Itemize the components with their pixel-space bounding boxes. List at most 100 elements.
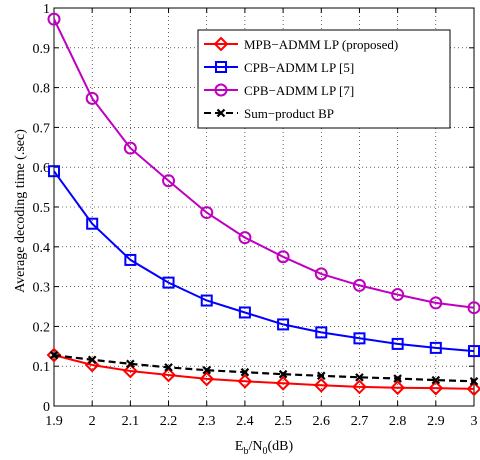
legend-box <box>197 29 451 129</box>
data-point <box>237 373 253 389</box>
x-tick-label: 1.9 <box>45 414 63 429</box>
data-point <box>277 318 290 331</box>
data-point <box>352 379 367 395</box>
data-point <box>238 306 251 319</box>
y-tick-label: 0.5 <box>33 201 51 216</box>
y-tick-label: 0.2 <box>33 320 51 335</box>
data-point <box>466 381 480 397</box>
series-1 <box>46 347 480 397</box>
y-tick-label: 0.1 <box>33 360 51 375</box>
y-axis-label: Average decoding time (.sec) <box>13 129 28 293</box>
legend-label: MPB−ADMM LP (proposed) <box>244 37 398 52</box>
data-point <box>161 367 176 383</box>
data-point <box>48 165 60 178</box>
data-point <box>49 350 59 360</box>
y-tick-label: 1 <box>43 2 50 17</box>
data-point <box>391 288 405 302</box>
data-point <box>240 367 250 377</box>
x-axis-label: Eb/N0(dB) <box>235 439 294 457</box>
x-tick-label: 2.5 <box>274 414 292 429</box>
data-point <box>313 377 329 393</box>
legend-marker <box>216 108 226 118</box>
series-3 <box>47 12 480 315</box>
legend-item: MPB−ADMM LP (proposed) <box>204 36 398 52</box>
data-point <box>86 217 99 230</box>
data-point <box>202 365 212 375</box>
data-point <box>200 294 213 307</box>
data-point <box>355 373 364 382</box>
x-tick-label: 2.6 <box>313 414 331 429</box>
y-tick-label: 0.8 <box>33 82 51 97</box>
x-tick-label: 2.1 <box>122 414 140 429</box>
data-point <box>124 253 137 266</box>
x-tick-label: 2.4 <box>236 414 254 429</box>
x-tick-label: 2.8 <box>389 414 407 429</box>
series-line <box>53 354 475 383</box>
data-point <box>276 250 290 264</box>
legend-label: CPB−ADMM LP [5] <box>244 60 354 75</box>
data-point <box>468 345 480 358</box>
data-point <box>278 369 288 379</box>
legend-label: Sum−product BP <box>244 106 334 121</box>
series-line <box>53 170 475 353</box>
legend-marker <box>213 36 229 52</box>
data-point <box>200 206 214 220</box>
x-tick-label: 2.7 <box>351 414 369 429</box>
x-tick-label: 2 <box>89 414 96 429</box>
data-point <box>469 377 479 386</box>
axis-ticks: 1.9 2 2.1 2.2 2.3 2.4 2.5 2.6 2.7 2.8 2.9 3 0 0.1 0.2 0… <box>33 2 478 429</box>
series-4 <box>49 350 479 386</box>
data-point <box>316 371 326 381</box>
data-point <box>87 355 97 365</box>
x-axis-label-sub2: 0 <box>262 446 267 457</box>
data-point <box>162 276 175 289</box>
x-tick-label: 2.2 <box>160 414 178 429</box>
data-point <box>353 332 366 345</box>
series-group <box>46 12 480 397</box>
y-tick-label: 0.6 <box>33 161 51 176</box>
data-point <box>238 231 252 245</box>
data-point <box>314 267 328 281</box>
x-axis-label-sub1: b <box>243 446 248 457</box>
data-point <box>126 359 135 369</box>
data-point <box>47 12 61 26</box>
data-point <box>199 371 215 387</box>
x-axis-label-tail: (dB) <box>267 439 293 454</box>
legend-item: Sum−product BP <box>204 106 334 121</box>
y-tick-label: 0.3 <box>33 281 51 296</box>
y-tick-label: 0.7 <box>33 121 51 136</box>
data-point <box>391 337 404 350</box>
x-tick-label: 3 <box>471 414 478 429</box>
data-point <box>390 380 406 396</box>
data-point <box>393 374 402 383</box>
data-point <box>352 278 366 292</box>
data-point <box>164 363 173 372</box>
y-tick-label: 0 <box>43 400 50 415</box>
data-point <box>315 326 328 339</box>
x-axis-label-base: E <box>235 439 244 454</box>
legend-item: CPB−ADMM LP [5] <box>204 60 354 75</box>
data-point <box>429 296 443 310</box>
x-axis-label-mid: /N <box>248 439 262 454</box>
data-point <box>46 347 62 363</box>
legend: MPB−ADMM LP (proposed) CPB−ADMM LP [5] CPB… <box>197 29 451 129</box>
data-point <box>85 91 99 105</box>
legend-item: CPB−ADMM LP [7] <box>204 83 354 98</box>
data-point <box>123 141 137 155</box>
data-point <box>84 357 100 373</box>
x-tick-label: 2.9 <box>427 414 445 429</box>
series-2 <box>48 165 480 358</box>
data-point <box>431 375 441 385</box>
legend-marker <box>214 83 228 97</box>
data-point <box>275 375 291 391</box>
legend-marker <box>215 61 227 73</box>
x-tick-label: 2.3 <box>198 414 216 429</box>
y-tick-label: 0.9 <box>33 42 51 57</box>
data-point <box>162 174 176 188</box>
y-tick-label: 0.4 <box>33 241 51 256</box>
data-point <box>122 363 138 379</box>
data-point <box>429 341 442 354</box>
data-point <box>428 380 444 396</box>
legend-label: CPB−ADMM LP [7] <box>244 83 354 98</box>
